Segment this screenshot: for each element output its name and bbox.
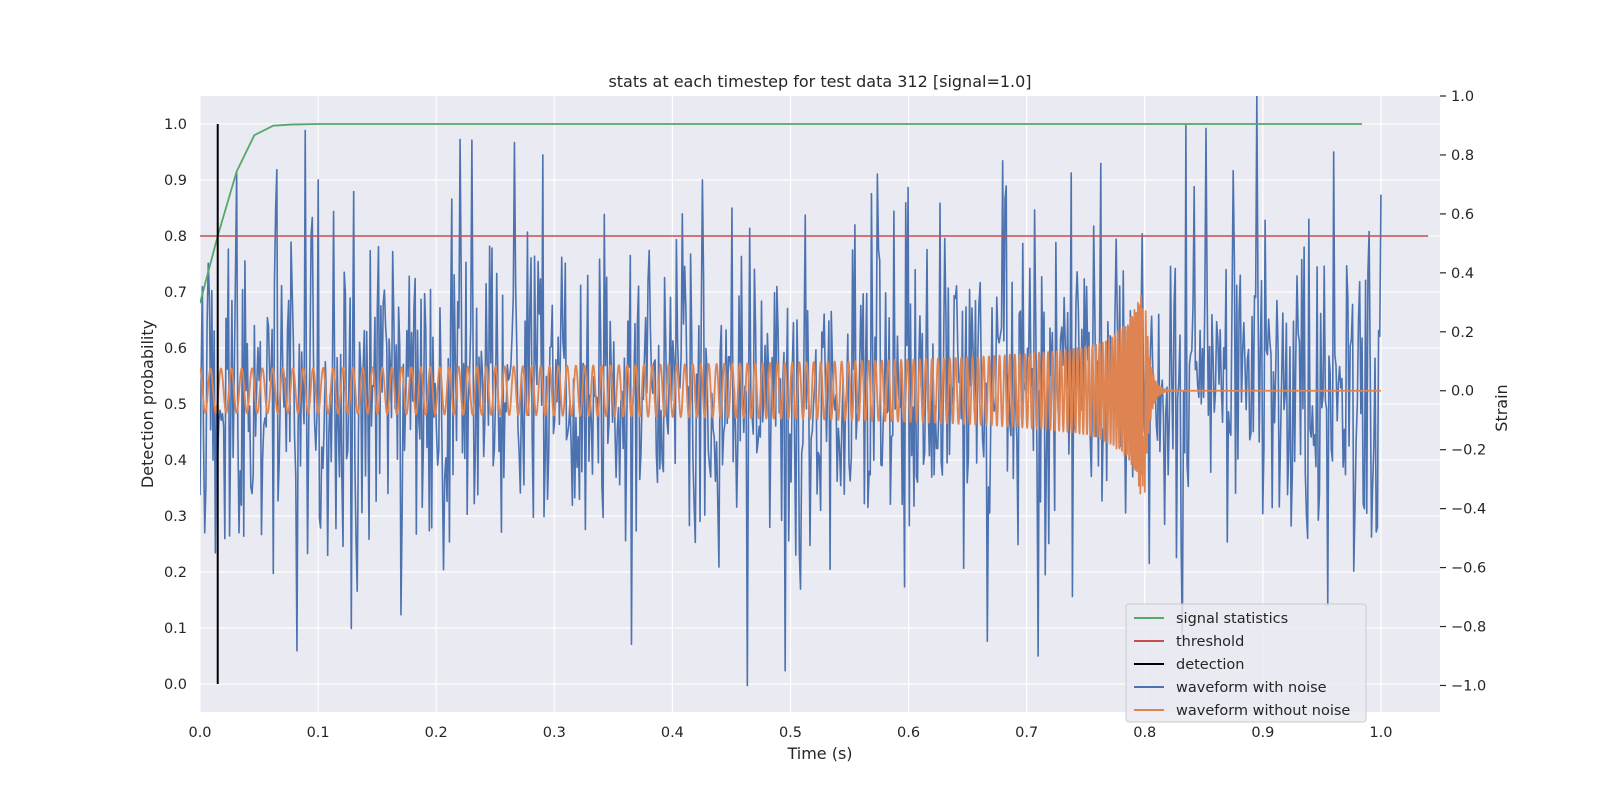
y-right-tick-label: −1.0 — [1451, 678, 1486, 694]
x-tick-label: 0.0 — [188, 725, 211, 741]
waveform-with-noise-line — [200, 96, 1382, 687]
legend-label: detection — [1176, 657, 1244, 673]
legend-item: threshold — [1134, 634, 1244, 650]
legend-label: signal statistics — [1176, 611, 1288, 627]
legend-label: threshold — [1176, 634, 1244, 650]
x-tick-label: 0.3 — [543, 725, 566, 741]
y-right-tick-label: 0.4 — [1451, 266, 1474, 282]
y-right-tick-label: 0.6 — [1451, 207, 1474, 223]
y-left-tick-label: 0.2 — [164, 565, 187, 581]
x-tick-label: 0.2 — [425, 725, 448, 741]
y-left-tick-label: 0.0 — [164, 677, 187, 693]
legend-label: waveform without noise — [1176, 703, 1350, 719]
legend-item: detection — [1134, 657, 1244, 673]
y-left-tick-label: 0.5 — [164, 397, 187, 413]
plot-area — [200, 96, 1429, 687]
x-tick-label: 0.9 — [1251, 725, 1274, 741]
legend-item: waveform without noise — [1134, 703, 1350, 719]
x-tick-label: 0.1 — [307, 725, 330, 741]
legend-label: waveform with noise — [1176, 680, 1327, 696]
y-right-tick-label: 1.0 — [1451, 89, 1474, 105]
x-axis-label: Time (s) — [786, 744, 852, 763]
x-tick-label: 0.5 — [779, 725, 802, 741]
y-left-tick-label: 0.6 — [164, 341, 187, 357]
y-left-tick-label: 0.9 — [164, 173, 187, 189]
y-right-tick-label: −0.6 — [1451, 561, 1486, 577]
y-left-tick-label: 0.1 — [164, 621, 187, 637]
x-tick-label: 0.6 — [897, 725, 920, 741]
x-tick-label: 0.7 — [1015, 725, 1038, 741]
y-right-tick-label: −0.4 — [1451, 502, 1486, 518]
x-tick-label: 1.0 — [1369, 725, 1392, 741]
y-right-tick-label: −0.2 — [1451, 443, 1486, 459]
series-layer — [200, 96, 1429, 687]
y-left-tick-label: 0.4 — [164, 453, 187, 469]
x-tick-label: 0.8 — [1133, 725, 1156, 741]
y-right-tick-label: 0.8 — [1451, 148, 1474, 164]
legend-item: signal statistics — [1134, 611, 1288, 627]
legend: signal statistics threshold detection wa… — [1125, 603, 1367, 723]
waveform-without-noise-line — [200, 294, 1382, 495]
chart-title: stats at each timestep for test data 312… — [608, 72, 1031, 91]
y-right-tick-label: 0.0 — [1451, 384, 1474, 400]
y-left-axis-label: Detection probability — [138, 320, 157, 488]
y-left-tick-label: 1.0 — [164, 117, 187, 133]
x-axis: 0.0 0.1 0.2 0.3 0.4 0.5 0.6 0.7 0.8 0.9 1.0 — [188, 725, 1392, 741]
y-left-tick-label: 0.8 — [164, 229, 187, 245]
legend-item: waveform with noise — [1134, 680, 1327, 696]
y-left-tick-label: 0.3 — [164, 509, 187, 525]
y-right-axis: −1.0 −0.8 −0.6 −0.4 −0.2 0.0 0.2 0.4 0.6 0.8 1.0 — [1440, 89, 1486, 694]
y-right-tick-label: −0.8 — [1451, 620, 1486, 636]
y-right-tick-label: 0.2 — [1451, 325, 1474, 341]
y-left-tick-label: 0.7 — [164, 285, 187, 301]
y-right-axis-label: Strain — [1492, 384, 1511, 431]
signal-statistics-line — [200, 123, 1363, 304]
y-left-axis: 0.0 0.1 0.2 0.3 0.4 0.5 0.6 0.7 0.8 0.9 1.0 — [164, 117, 187, 693]
x-tick-label: 0.4 — [661, 725, 684, 741]
legend-box — [1125, 603, 1367, 723]
